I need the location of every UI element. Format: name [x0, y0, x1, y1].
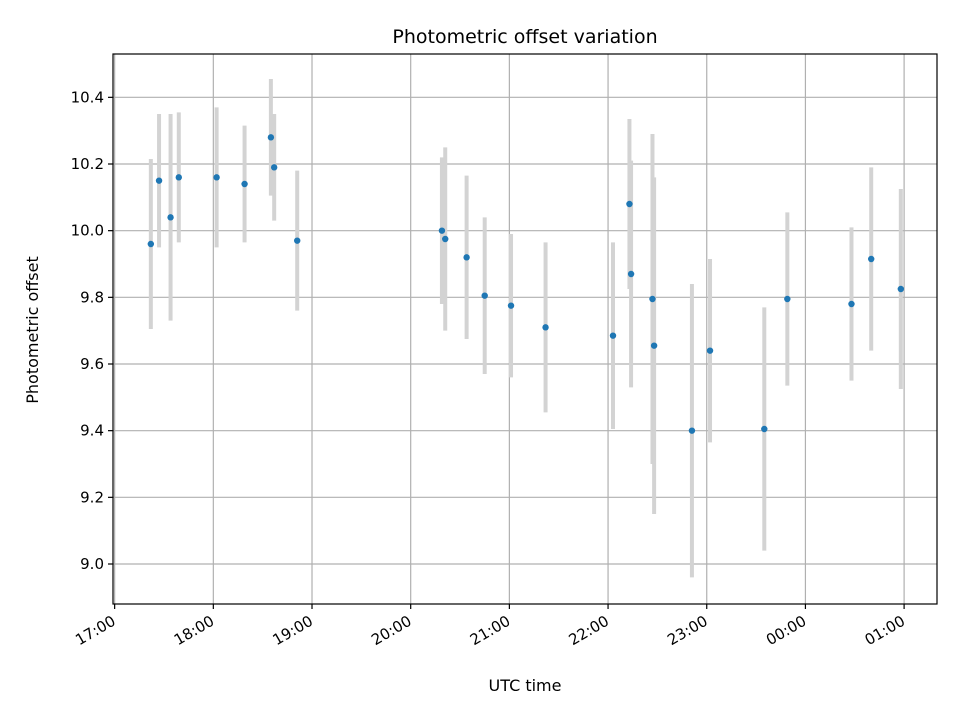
data-point: [609, 332, 617, 339]
data-point: [438, 227, 446, 234]
data-point: [267, 134, 275, 141]
data-point: [147, 240, 155, 248]
data-point: [868, 255, 875, 263]
y-tick-label: 9.4: [80, 422, 104, 440]
y-tick-label: 9.0: [80, 555, 104, 573]
data-point: [627, 270, 635, 278]
data-point: [706, 347, 714, 354]
data-points: [147, 134, 905, 434]
data-point: [155, 177, 163, 184]
chart-title: Photometric offset variation: [392, 26, 657, 48]
data-point: [507, 302, 515, 309]
data-point: [761, 425, 768, 433]
y-tick-label: 10.2: [71, 155, 104, 173]
y-tick-label: 10.4: [71, 88, 104, 106]
data-point: [848, 300, 855, 308]
data-point: [294, 237, 301, 244]
data-point: [542, 324, 549, 331]
data-point: [688, 427, 696, 434]
y-axis-ticks: 9.0 9.2 9.4 9.6 9.8 10.0 10.2 10.4: [71, 88, 113, 573]
data-point: [481, 292, 488, 299]
data-point: [442, 235, 449, 243]
y-tick-label: 9.2: [80, 488, 104, 506]
y-tick-label: 10.0: [71, 222, 104, 240]
data-point: [649, 295, 656, 303]
y-tick-label: 9.6: [80, 355, 104, 373]
y-tick-label: 9.8: [80, 288, 104, 306]
data-point: [897, 285, 905, 293]
data-point: [241, 180, 248, 188]
plot-frame: [112, 53, 938, 605]
data-point: [650, 342, 658, 349]
data-point: [626, 200, 633, 208]
x-axis-label: UTC time: [489, 676, 562, 695]
data-point: [167, 214, 174, 221]
data-point: [270, 164, 278, 171]
data-point: [463, 254, 470, 261]
data-point: [213, 174, 220, 181]
y-axis-label: Photometric offset: [23, 256, 42, 404]
data-point: [175, 174, 182, 181]
data-point: [784, 295, 791, 303]
grid: [113, 54, 937, 604]
